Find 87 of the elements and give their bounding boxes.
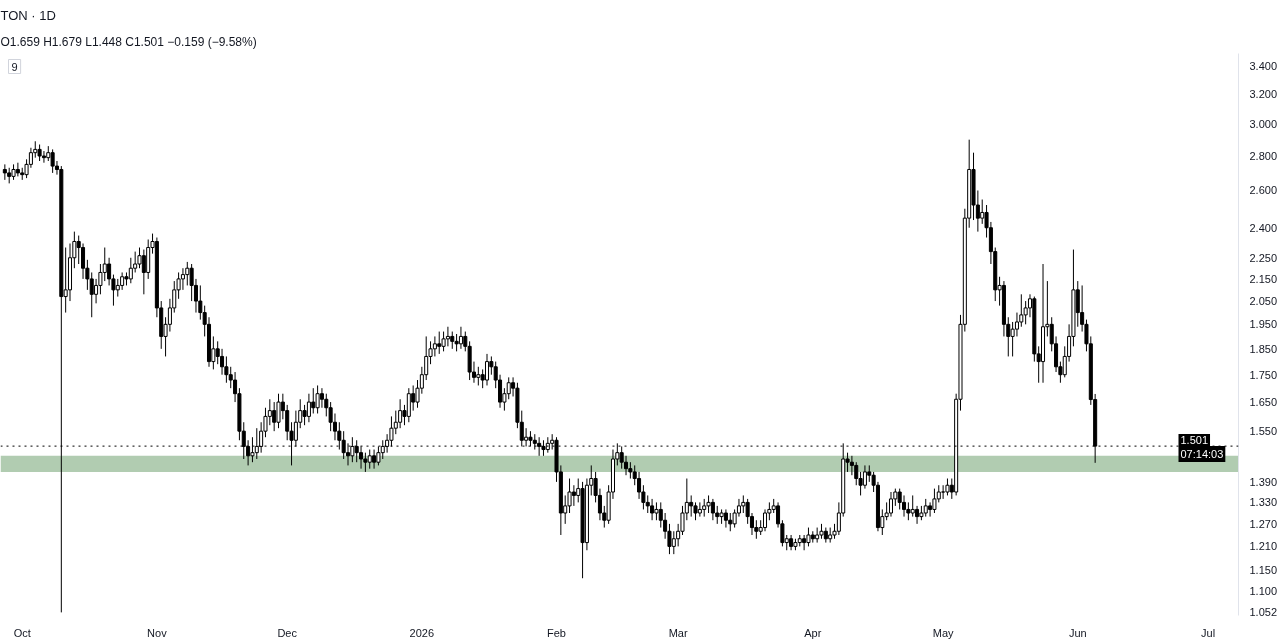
candlestick (141, 249, 146, 295)
x-tick-label: Jul (1201, 626, 1216, 639)
y-tick-label: 1.052 (1249, 605, 1278, 618)
candlestick (910, 494, 915, 518)
candlestick (441, 331, 446, 352)
candlestick (180, 267, 185, 291)
candlestick (932, 488, 937, 514)
candlestick (806, 527, 811, 547)
candlestick (137, 247, 142, 269)
candlestick (81, 243, 86, 280)
candlestick (710, 498, 715, 521)
y-tick-label: 3.400 (1249, 59, 1278, 72)
y-tick-label: 1.950 (1249, 318, 1278, 331)
x-tick-label: 2026 (409, 626, 435, 639)
candlestick (763, 508, 768, 532)
x-tick-label: May (932, 626, 955, 639)
candlestick (41, 150, 46, 164)
candlestick (802, 534, 807, 551)
candlestick (484, 353, 490, 386)
candlestick (476, 366, 481, 386)
candlestick (185, 261, 190, 286)
y-tick-label: 3.000 (1249, 117, 1278, 130)
candlestick (315, 384, 320, 414)
x-tick-label: Oct (13, 626, 31, 639)
candlestick (980, 199, 985, 225)
y-tick-label: 1.390 (1249, 475, 1278, 488)
candlestick (624, 455, 629, 476)
x-tick-label: Dec (277, 626, 298, 639)
y-tick-label: 2.600 (1249, 184, 1278, 197)
y-tick-label: 1.150 (1249, 564, 1278, 577)
y-tick-label: 1.850 (1249, 342, 1278, 355)
candlestick (888, 491, 894, 518)
candlestick (89, 271, 94, 318)
y-tick-label: 2.050 (1249, 295, 1278, 308)
candlestick (637, 471, 642, 500)
candlestick (862, 464, 867, 490)
candlestick (571, 484, 576, 507)
candlestick (102, 247, 107, 282)
annotation: 07:14:03 (1180, 448, 1224, 461)
candlestick (506, 376, 511, 400)
candlestick (445, 326, 450, 347)
candlestick (302, 404, 307, 426)
y-tick-label: 3.200 (1249, 87, 1278, 100)
candlestick (276, 393, 281, 429)
candlestick (437, 331, 442, 355)
candlestick (367, 449, 372, 470)
y-tick-label: 1.550 (1249, 425, 1278, 438)
chart-title: TON · 1D (0, 7, 56, 23)
candlestick (697, 501, 702, 518)
x-tick-label: Jun (1068, 626, 1087, 639)
candlestick (311, 387, 316, 414)
candlestick (815, 527, 820, 544)
candlestick (849, 455, 854, 476)
candlestick (220, 348, 225, 376)
candlestick (1014, 312, 1019, 337)
x-tick-label: Feb (547, 626, 567, 639)
y-tick-label: 1.650 (1249, 396, 1278, 409)
y-tick-label: 1.100 (1249, 584, 1278, 597)
candlestick (272, 401, 277, 432)
candlestick (128, 257, 133, 284)
y-tick-label: 1.330 (1249, 496, 1278, 509)
y-tick-label: 1.210 (1249, 540, 1278, 553)
candlestick (15, 162, 20, 177)
candlestick (319, 387, 324, 409)
annotation: 9 (11, 60, 18, 73)
x-tick-label: Mar (668, 626, 688, 639)
y-tick-label: 2.150 (1249, 272, 1278, 285)
y-tick-label: 2.400 (1249, 221, 1278, 234)
candlestick (372, 449, 377, 470)
y-tick-label: 1.750 (1249, 368, 1278, 381)
y-tick-label: 2.250 (1249, 251, 1278, 264)
candlestick (689, 494, 694, 518)
candlestick (306, 393, 311, 423)
candlestick (941, 484, 946, 500)
candlestick (902, 494, 907, 518)
candlestick (50, 148, 55, 174)
candlestick (406, 387, 411, 423)
candlestick (398, 398, 403, 429)
x-tick-label: Nov (147, 626, 168, 639)
candlestick (928, 501, 933, 518)
y-tick-label: 2.800 (1249, 150, 1278, 162)
candlestick (432, 335, 437, 357)
candlestick (728, 512, 733, 532)
ref-line-label: 1.501 (1180, 434, 1209, 447)
chart-subtitle: O1.659 H1.679 L1.448 C1.501 −0.159 (−9.58%) (0, 34, 257, 49)
y-tick-label: 1.270 (1249, 517, 1278, 530)
x-tick-label: Apr (804, 626, 822, 639)
